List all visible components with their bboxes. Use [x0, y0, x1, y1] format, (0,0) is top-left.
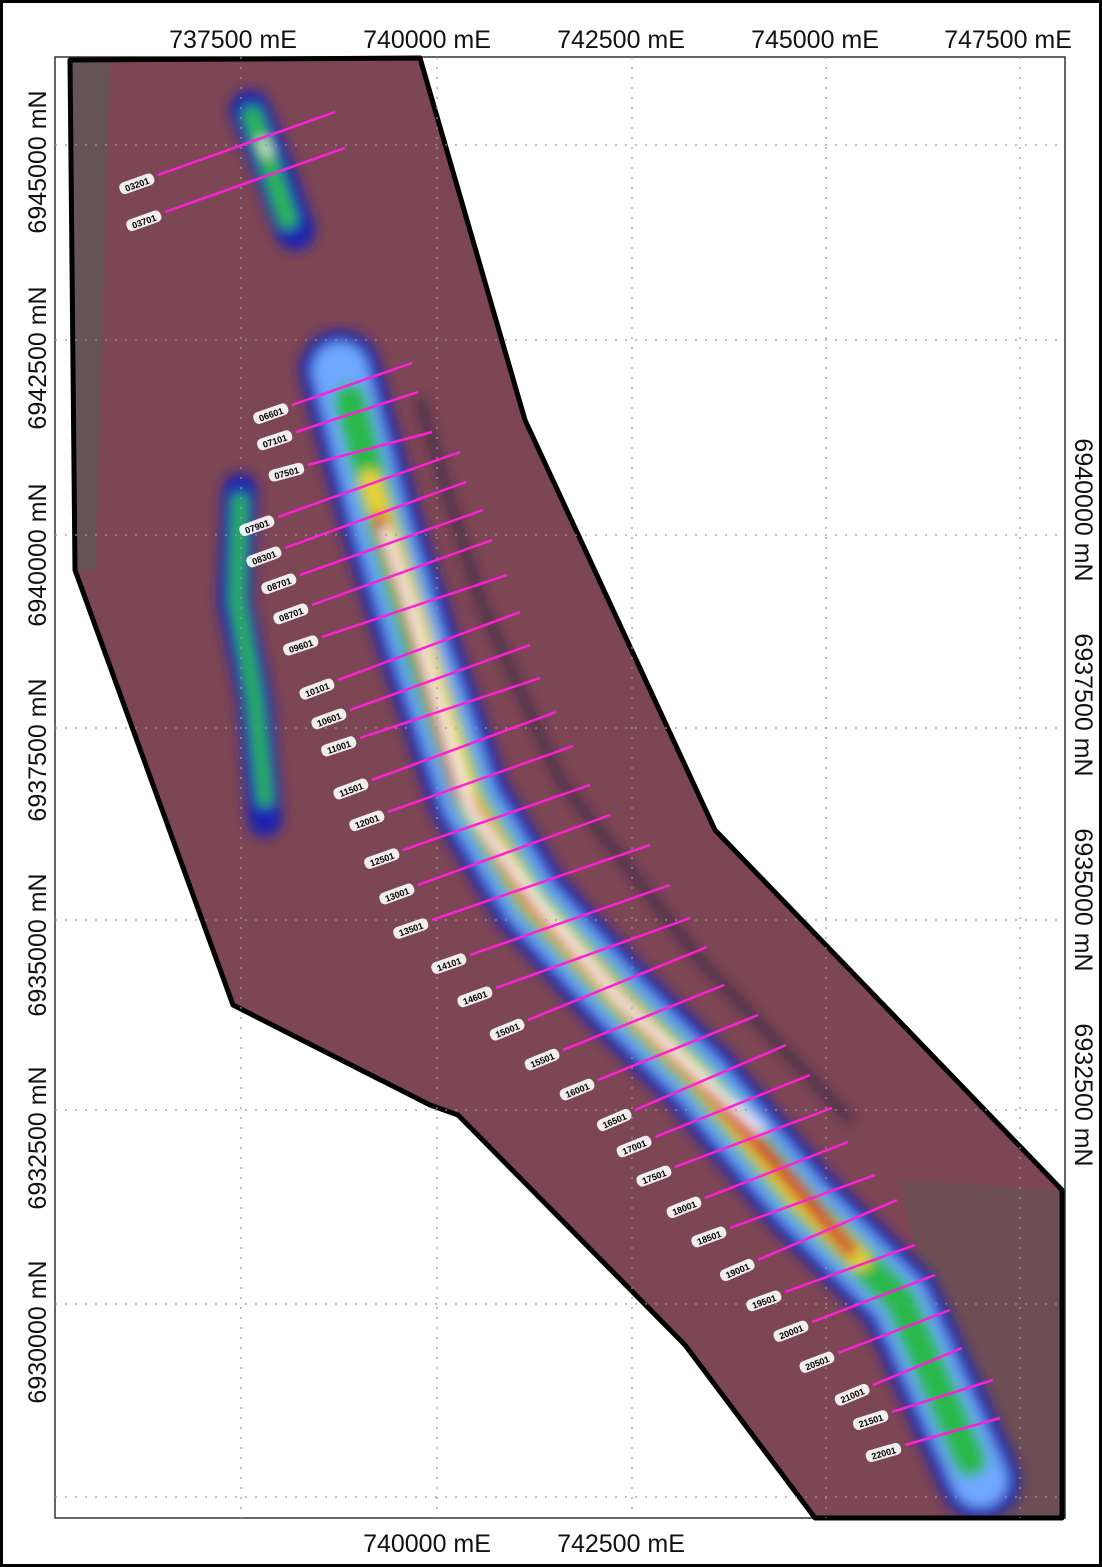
- survey-line: [284, 480, 467, 550]
- label-box: [257, 430, 293, 451]
- label-box: [489, 1018, 525, 1041]
- grid: [55, 57, 1065, 1518]
- survey-line: [417, 813, 611, 887]
- label-box: [379, 883, 415, 905]
- label-box: [349, 810, 385, 832]
- survey-line: [904, 1416, 1001, 1447]
- survey-line: [431, 843, 651, 922]
- left-label: 6932500 mN: [24, 1066, 52, 1209]
- label-box: [719, 1258, 755, 1282]
- survey-line: [757, 1198, 898, 1262]
- right-label: 6932500 mN: [1069, 1023, 1097, 1166]
- left-label: 6935000 mN: [24, 873, 52, 1016]
- right-label: 6935000 mN: [1069, 828, 1097, 971]
- label-box: [239, 515, 275, 537]
- label-box: [333, 778, 369, 800]
- label-box: [431, 953, 467, 974]
- right-label: 6940000 mN: [1069, 438, 1097, 581]
- label-box: [268, 462, 305, 482]
- label-box: [311, 708, 347, 730]
- label-box: [457, 986, 493, 1008]
- shade: [900, 1180, 1062, 1518]
- label-box: [126, 210, 162, 232]
- survey-line: [402, 783, 591, 852]
- label-box: [253, 403, 289, 424]
- left-label: 6945000 mN: [24, 90, 52, 233]
- survey-line: [891, 1378, 994, 1414]
- anomaly: [70, 60, 1062, 1518]
- survey-line: [337, 610, 521, 682]
- survey-line: [295, 390, 419, 434]
- label-box: [636, 1165, 672, 1187]
- survey-line: [359, 676, 541, 740]
- survey-lines: 0320103701066010710107501079010830108701…: [119, 110, 1001, 1463]
- survey-line: [307, 430, 433, 467]
- survey-line: [674, 1106, 833, 1169]
- label-box: [364, 848, 400, 869]
- label-box: [746, 1290, 782, 1312]
- survey-line: [349, 643, 531, 712]
- label-box: [524, 1048, 560, 1071]
- label-box: [865, 1442, 902, 1463]
- bottom-label: 740000 mE: [363, 1530, 491, 1558]
- top-label: 745000 mE: [751, 26, 879, 54]
- label-box: [799, 1351, 835, 1373]
- survey-line: [291, 361, 413, 407]
- label-box: [119, 173, 155, 195]
- left-label: 6930000 mN: [24, 1260, 52, 1403]
- right-label: 6937500 mN: [1069, 633, 1097, 776]
- label-box: [852, 1410, 889, 1430]
- left-label: 6940000 mN: [24, 483, 52, 626]
- label-box: [273, 603, 309, 625]
- survey-line: [299, 508, 484, 577]
- survey-line: [311, 538, 493, 607]
- survey-line: [164, 146, 346, 214]
- label-box: [616, 1135, 652, 1158]
- survey-line: [562, 983, 725, 1052]
- survey-line: [837, 1308, 951, 1355]
- bottom-label: 742500 mE: [557, 1530, 685, 1558]
- top-label: 742500 mE: [557, 26, 685, 54]
- label-box: [834, 1383, 870, 1406]
- survey-line: [811, 1273, 936, 1324]
- top-label: 737500 mE: [169, 26, 297, 54]
- area-outline: [67, 55, 1065, 1521]
- survey-line: [387, 744, 574, 814]
- survey-line: [495, 916, 691, 990]
- label-box: [299, 678, 335, 700]
- survey-line: [527, 945, 708, 1022]
- label-box: [261, 573, 297, 595]
- survey-line: [784, 1243, 916, 1294]
- survey-line: [157, 110, 336, 177]
- survey-line: [729, 1173, 876, 1230]
- left-label: 6937500 mN: [24, 678, 52, 821]
- shade: [70, 60, 110, 570]
- survey-line: [634, 1043, 787, 1112]
- survey-line: [654, 1073, 811, 1139]
- survey-line: [872, 1346, 963, 1387]
- left-label: 6942500 mN: [24, 286, 52, 429]
- top-label: 740000 mE: [363, 26, 491, 54]
- survey-area: [67, 55, 1065, 1521]
- label-box: [283, 635, 319, 656]
- survey-line: [704, 1140, 849, 1200]
- survey-line: [597, 1013, 759, 1082]
- label-box: [246, 546, 282, 568]
- top-label: 747500 mE: [944, 26, 1072, 54]
- label-box: [773, 1320, 809, 1342]
- label-box: [596, 1108, 632, 1132]
- survey-line: [321, 573, 508, 639]
- label-box: [393, 918, 429, 939]
- survey-line: [469, 883, 671, 957]
- survey-line: [371, 710, 557, 782]
- label-box: [559, 1078, 595, 1101]
- survey-line: [277, 450, 461, 519]
- axis-labels: 737500 mE 740000 mE 742500 mE 745000 mE 7475…: [24, 26, 1097, 1558]
- label-box: [321, 736, 357, 757]
- label-box: [666, 1196, 702, 1219]
- label-box: [691, 1226, 727, 1248]
